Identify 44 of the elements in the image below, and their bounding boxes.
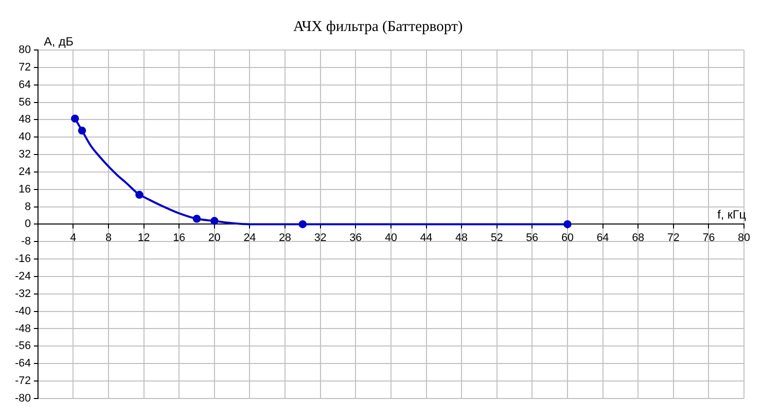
x-tick-label: 20 bbox=[208, 232, 221, 244]
y-tick-label: 40 bbox=[18, 131, 31, 144]
y-tick-label: -32 bbox=[14, 288, 31, 300]
y-tick-label: -24 bbox=[14, 270, 31, 282]
y-tick-label: -72 bbox=[14, 375, 31, 388]
y-tick-label: 0 bbox=[24, 218, 31, 230]
y-tick-label: 32 bbox=[18, 148, 31, 161]
x-axis-title: f, кГц bbox=[717, 208, 746, 222]
x-tick-label: 32 bbox=[314, 232, 326, 244]
x-tick-label: 52 bbox=[490, 232, 503, 244]
x-tick-label: 60 bbox=[561, 232, 574, 244]
x-tick-label: 8 bbox=[105, 232, 112, 244]
y-tick-label: -80 bbox=[14, 392, 31, 404]
y-tick-label: 16 bbox=[18, 183, 31, 196]
y-tick-label: 72 bbox=[18, 61, 31, 74]
x-tick-label: 28 bbox=[278, 232, 292, 244]
y-tick-label: -16 bbox=[14, 253, 31, 266]
chart-title: АЧХ фильтра (Баттерворт) bbox=[293, 18, 463, 35]
y-tick-label: 56 bbox=[18, 96, 31, 108]
x-tick-label: 4 bbox=[70, 232, 76, 244]
x-tick-label: 44 bbox=[420, 232, 432, 244]
y-tick-label: 24 bbox=[18, 166, 31, 178]
y-tick-label: -48 bbox=[14, 322, 31, 335]
x-tick-label: 16 bbox=[172, 232, 186, 244]
y-axis-title: A, дБ bbox=[44, 34, 74, 48]
x-tick-label: 40 bbox=[384, 232, 398, 244]
x-tick-label: 56 bbox=[526, 232, 538, 244]
y-tick-label: 8 bbox=[24, 200, 31, 213]
y-tick-label: -64 bbox=[14, 358, 31, 370]
y-tick-label: 80 bbox=[18, 44, 31, 56]
y-tick-label: 64 bbox=[18, 78, 31, 91]
x-tick-label: 48 bbox=[455, 232, 468, 244]
x-tick-label: 76 bbox=[702, 232, 715, 244]
x-tick-label: 64 bbox=[596, 232, 609, 244]
y-tick-label: -56 bbox=[14, 340, 31, 352]
x-tick-label: 68 bbox=[632, 232, 644, 244]
y-tick-label: -8 bbox=[21, 236, 31, 248]
x-tick-label: 72 bbox=[667, 232, 680, 244]
x-tick-label: 80 bbox=[738, 232, 750, 244]
x-tick-label: 12 bbox=[138, 232, 150, 244]
y-tick-label: 48 bbox=[18, 114, 31, 126]
y-tick-label: -40 bbox=[14, 305, 31, 318]
x-tick-label: 36 bbox=[350, 232, 362, 244]
x-tick-label: 24 bbox=[244, 232, 256, 244]
